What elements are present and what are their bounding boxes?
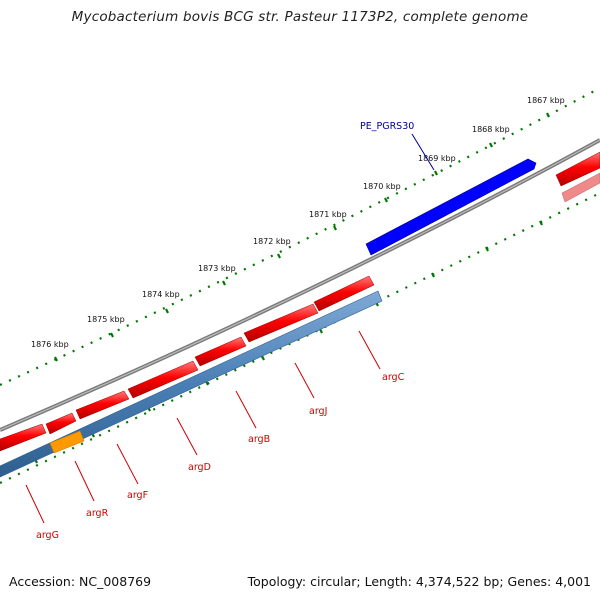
scale-label: 1867 kbp — [527, 96, 565, 105]
genome-backbone — [0, 138, 600, 432]
map-title: Mycobacterium bovis BCG str. Pasteur 117… — [71, 9, 529, 25]
scale-labels: 1867 kbp 1868 kbp 1869 kbp 1870 kbp 1871… — [31, 96, 565, 349]
outer-scale-ring — [0, 87, 600, 387]
gene-label-argG[interactable]: argG — [36, 530, 59, 541]
PE_PGRS30-leader — [411, 133, 435, 171]
gene-label-argR[interactable]: argR — [86, 508, 109, 519]
scale-label: 1876 kbp — [31, 340, 69, 349]
scale-label: 1870 kbp — [363, 182, 401, 191]
gene-label-argC[interactable]: argC — [382, 372, 405, 383]
outer-major-ticks — [54, 112, 550, 362]
topology-summary: Topology: circular; Length: 4,374,522 bp… — [247, 574, 591, 589]
gene-leader-lines — [25, 330, 381, 524]
gene-label-argB[interactable]: argB — [248, 434, 270, 445]
gene-label-argJ[interactable]: argJ — [309, 406, 327, 417]
scale-label: 1875 kbp — [87, 315, 125, 324]
gene-band[interactable] — [0, 290, 383, 478]
accession-label: Accession: NC_008769 — [9, 574, 152, 589]
scale-label: 1872 kbp — [253, 237, 291, 246]
scale-label: 1871 kbp — [309, 210, 347, 219]
scale-label: 1869 kbp — [418, 154, 456, 163]
faded-feature[interactable] — [561, 172, 600, 203]
forward-cds-track[interactable] — [0, 151, 600, 452]
scale-label: 1874 kbp — [142, 290, 180, 299]
gene-label-PE_PGRS30[interactable]: PE_PGRS30 — [360, 121, 414, 132]
gene-label-argD[interactable]: argD — [188, 462, 211, 473]
scale-label: 1873 kbp — [198, 264, 236, 273]
scale-label: 1868 kbp — [472, 125, 510, 134]
gene-label-argF[interactable]: argF — [127, 490, 148, 501]
PE_PGRS30-feature[interactable] — [365, 158, 537, 256]
argR-feature[interactable] — [49, 430, 85, 454]
